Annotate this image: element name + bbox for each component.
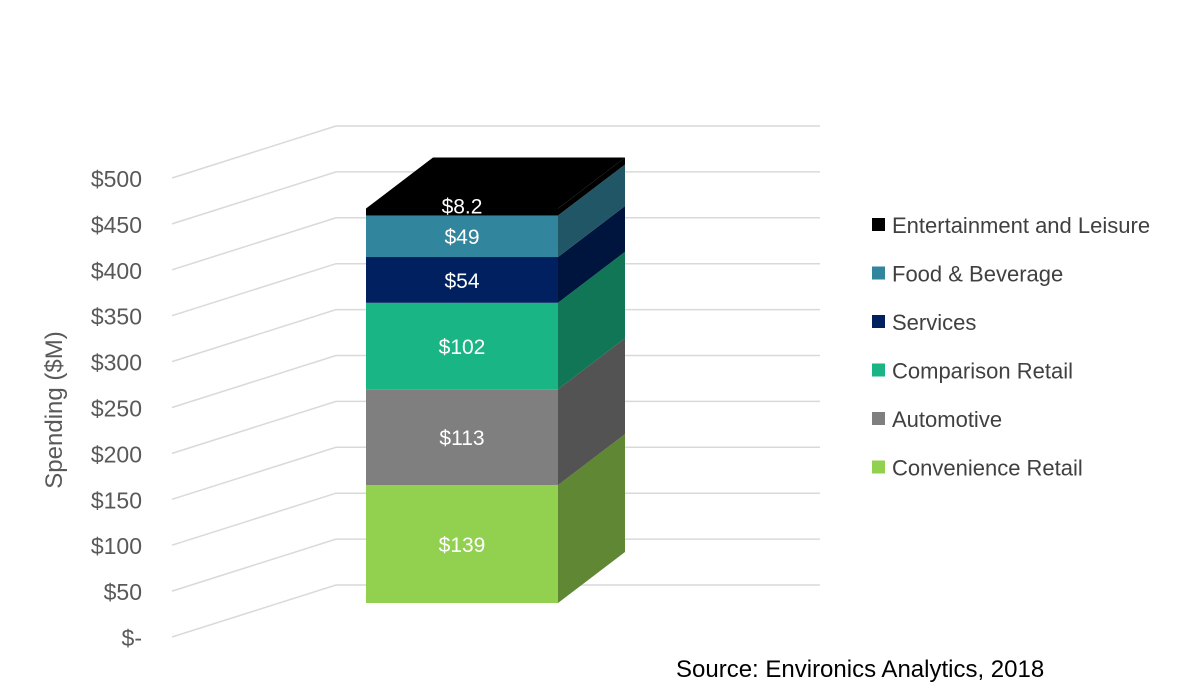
bar-segment: [366, 215, 558, 258]
data-label: $113: [439, 427, 484, 450]
legend-swatch: [872, 460, 885, 474]
bar-top-face: [366, 157, 625, 209]
bar-side-face: [558, 206, 625, 303]
y-tick-label: $250: [91, 396, 142, 422]
y-tick-label: $150: [91, 487, 142, 513]
legend: Entertainment and Leisure Food & Beverage…: [872, 213, 1150, 481]
legend-label: Food & Beverage: [892, 262, 1063, 287]
bar-side-face: [558, 164, 625, 258]
y-tick-label: $100: [91, 533, 142, 559]
y-tick-label: $400: [91, 258, 142, 284]
data-label: $8.2: [442, 196, 483, 219]
y-axis-ticks: $- $50 $100 $150 $200 $250 $300 $350 $400 $450 $50…: [91, 166, 142, 651]
y-tick-label: $-: [122, 625, 142, 651]
bar-segment: [366, 485, 558, 603]
legend-swatch: [872, 363, 885, 377]
y-tick-label: $350: [91, 304, 142, 330]
bar-side-face: [558, 434, 625, 603]
gridlines: [171, 125, 820, 638]
bar-side-face: [558, 251, 625, 390]
source-note: Source: Environics Analytics, 2018: [676, 656, 1045, 683]
data-label: $49: [444, 226, 479, 249]
legend-label: Convenience Retail: [892, 456, 1083, 481]
gridline: [171, 400, 820, 455]
gridline: [171, 354, 820, 409]
gridline: [171, 308, 820, 363]
y-tick-label: $300: [91, 350, 142, 376]
data-label: $139: [439, 534, 486, 557]
bar-side-face: [558, 338, 625, 486]
data-label: $102: [439, 336, 486, 359]
gridline: [171, 217, 820, 271]
bar-side-face: [558, 157, 625, 216]
gridline: [171, 171, 820, 225]
legend-swatch: [872, 315, 885, 328]
legend-swatch: [872, 218, 885, 231]
legend-label: Entertainment and Leisure: [892, 213, 1150, 238]
bar-segments: [366, 157, 625, 603]
gridline: [171, 125, 820, 179]
gridline: [171, 262, 820, 317]
legend-label: Services: [892, 310, 976, 335]
y-tick-label: $500: [91, 166, 142, 192]
bar-segment: [366, 208, 558, 216]
y-tick-label: $450: [91, 212, 142, 238]
legend-swatch: [872, 266, 885, 280]
data-label: $54: [444, 270, 479, 293]
legend-swatch: [872, 412, 885, 425]
gridline: [171, 492, 820, 546]
bar-segment: [366, 257, 558, 303]
gridline: [171, 538, 820, 592]
y-axis-label: Spending ($M): [41, 331, 68, 488]
y-tick-label: $50: [104, 579, 142, 605]
gridline: [171, 446, 820, 501]
y-tick-label: $200: [91, 441, 142, 467]
bar-segment: [366, 302, 558, 390]
bar-segment: [366, 389, 558, 486]
gridline: [171, 584, 820, 638]
legend-label: Automotive: [892, 407, 1002, 432]
legend-label: Comparison Retail: [892, 359, 1073, 384]
data-labels: $139 $113 $102 $54 $49 $8.2: [439, 196, 486, 558]
